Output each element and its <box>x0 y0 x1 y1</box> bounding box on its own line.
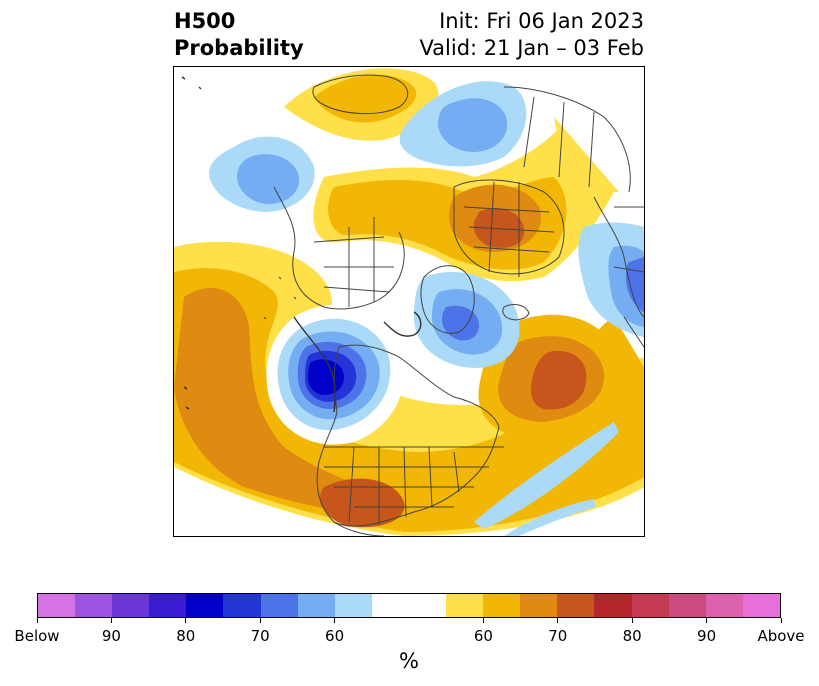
warm-anomaly-arctic <box>284 68 619 282</box>
colorbar-below-2 <box>112 594 150 617</box>
probability-map <box>173 66 645 537</box>
colorbar-above-6 <box>668 594 706 617</box>
colorbar-below-3 <box>149 594 187 617</box>
colorbar-above-2 <box>520 594 558 617</box>
colorbar-tick-label: 90 <box>697 627 717 645</box>
colorbar-above-1 <box>483 594 521 617</box>
colorbar-above-5 <box>631 594 669 617</box>
colorbar-neutral <box>371 594 447 617</box>
colorbar-unit: % <box>399 649 419 673</box>
colorbar-tick-label: 70 <box>548 627 568 645</box>
colorbar-below-8 <box>334 594 372 617</box>
colorbar-tickmark <box>631 618 633 623</box>
colorbar-tick-label: 60 <box>325 627 345 645</box>
colorbar-below-6 <box>260 594 298 617</box>
colorbar-tickmark <box>780 618 782 623</box>
cold-anomaly-alaska <box>209 136 315 212</box>
colorbar-tick-label: 70 <box>250 627 270 645</box>
colorbar <box>37 593 781 618</box>
colorbar-above-7 <box>705 594 743 617</box>
title-variable: H500 <box>174 9 236 33</box>
colorbar-tick-label: Above <box>757 627 805 645</box>
colorbar-tickmark <box>185 618 187 623</box>
cold-anomaly-southeast <box>474 422 619 536</box>
colorbar-below-7 <box>297 594 335 617</box>
colorbar-above-3 <box>557 594 595 617</box>
coastline-heavy <box>181 76 422 413</box>
colorbar-tick-label: 60 <box>473 627 493 645</box>
colorbar-tickmark <box>36 618 38 623</box>
colorbar-above-0 <box>446 594 484 617</box>
title-field: Probability <box>174 36 304 60</box>
colorbar-above-8 <box>742 594 780 617</box>
colorbar-tickmark <box>706 618 708 623</box>
colorbar-tick-label: 80 <box>622 627 642 645</box>
init-date: Init: Fri 06 Jan 2023 <box>439 9 644 33</box>
cold-anomaly-east <box>578 222 644 337</box>
colorbar-tickmark <box>482 618 484 623</box>
country-borders <box>263 74 644 536</box>
colorbar-below-1 <box>75 594 113 617</box>
warm-anomaly-atlantic <box>478 314 621 438</box>
colorbar-below-5 <box>223 594 261 617</box>
map-title: H500 Probability <box>174 8 304 62</box>
map-dates: Init: Fri 06 Jan 2023 Valid: 21 Jan – 03… <box>419 8 644 62</box>
cold-anomaly-hudson <box>414 272 520 368</box>
colorbar-tick-label: 90 <box>101 627 121 645</box>
colorbar-tick-label: 80 <box>176 627 196 645</box>
cold-anomaly-siberia <box>399 81 527 167</box>
colorbar-tickmark <box>557 618 559 623</box>
valid-period: Valid: 21 Jan – 03 Feb <box>419 36 644 60</box>
warm-anomaly-west <box>174 241 644 536</box>
colorbar-below-0 <box>38 594 76 617</box>
colorbar-tickmark <box>259 618 261 623</box>
colorbar-tickmark <box>110 618 112 623</box>
map-canvas <box>174 67 644 536</box>
colorbar-above-4 <box>594 594 632 617</box>
colorbar-tick-label: Below <box>14 627 60 645</box>
colorbar-below-4 <box>186 594 224 617</box>
colorbar-tickmark <box>334 618 336 623</box>
cold-anomaly-pacific <box>266 304 404 445</box>
